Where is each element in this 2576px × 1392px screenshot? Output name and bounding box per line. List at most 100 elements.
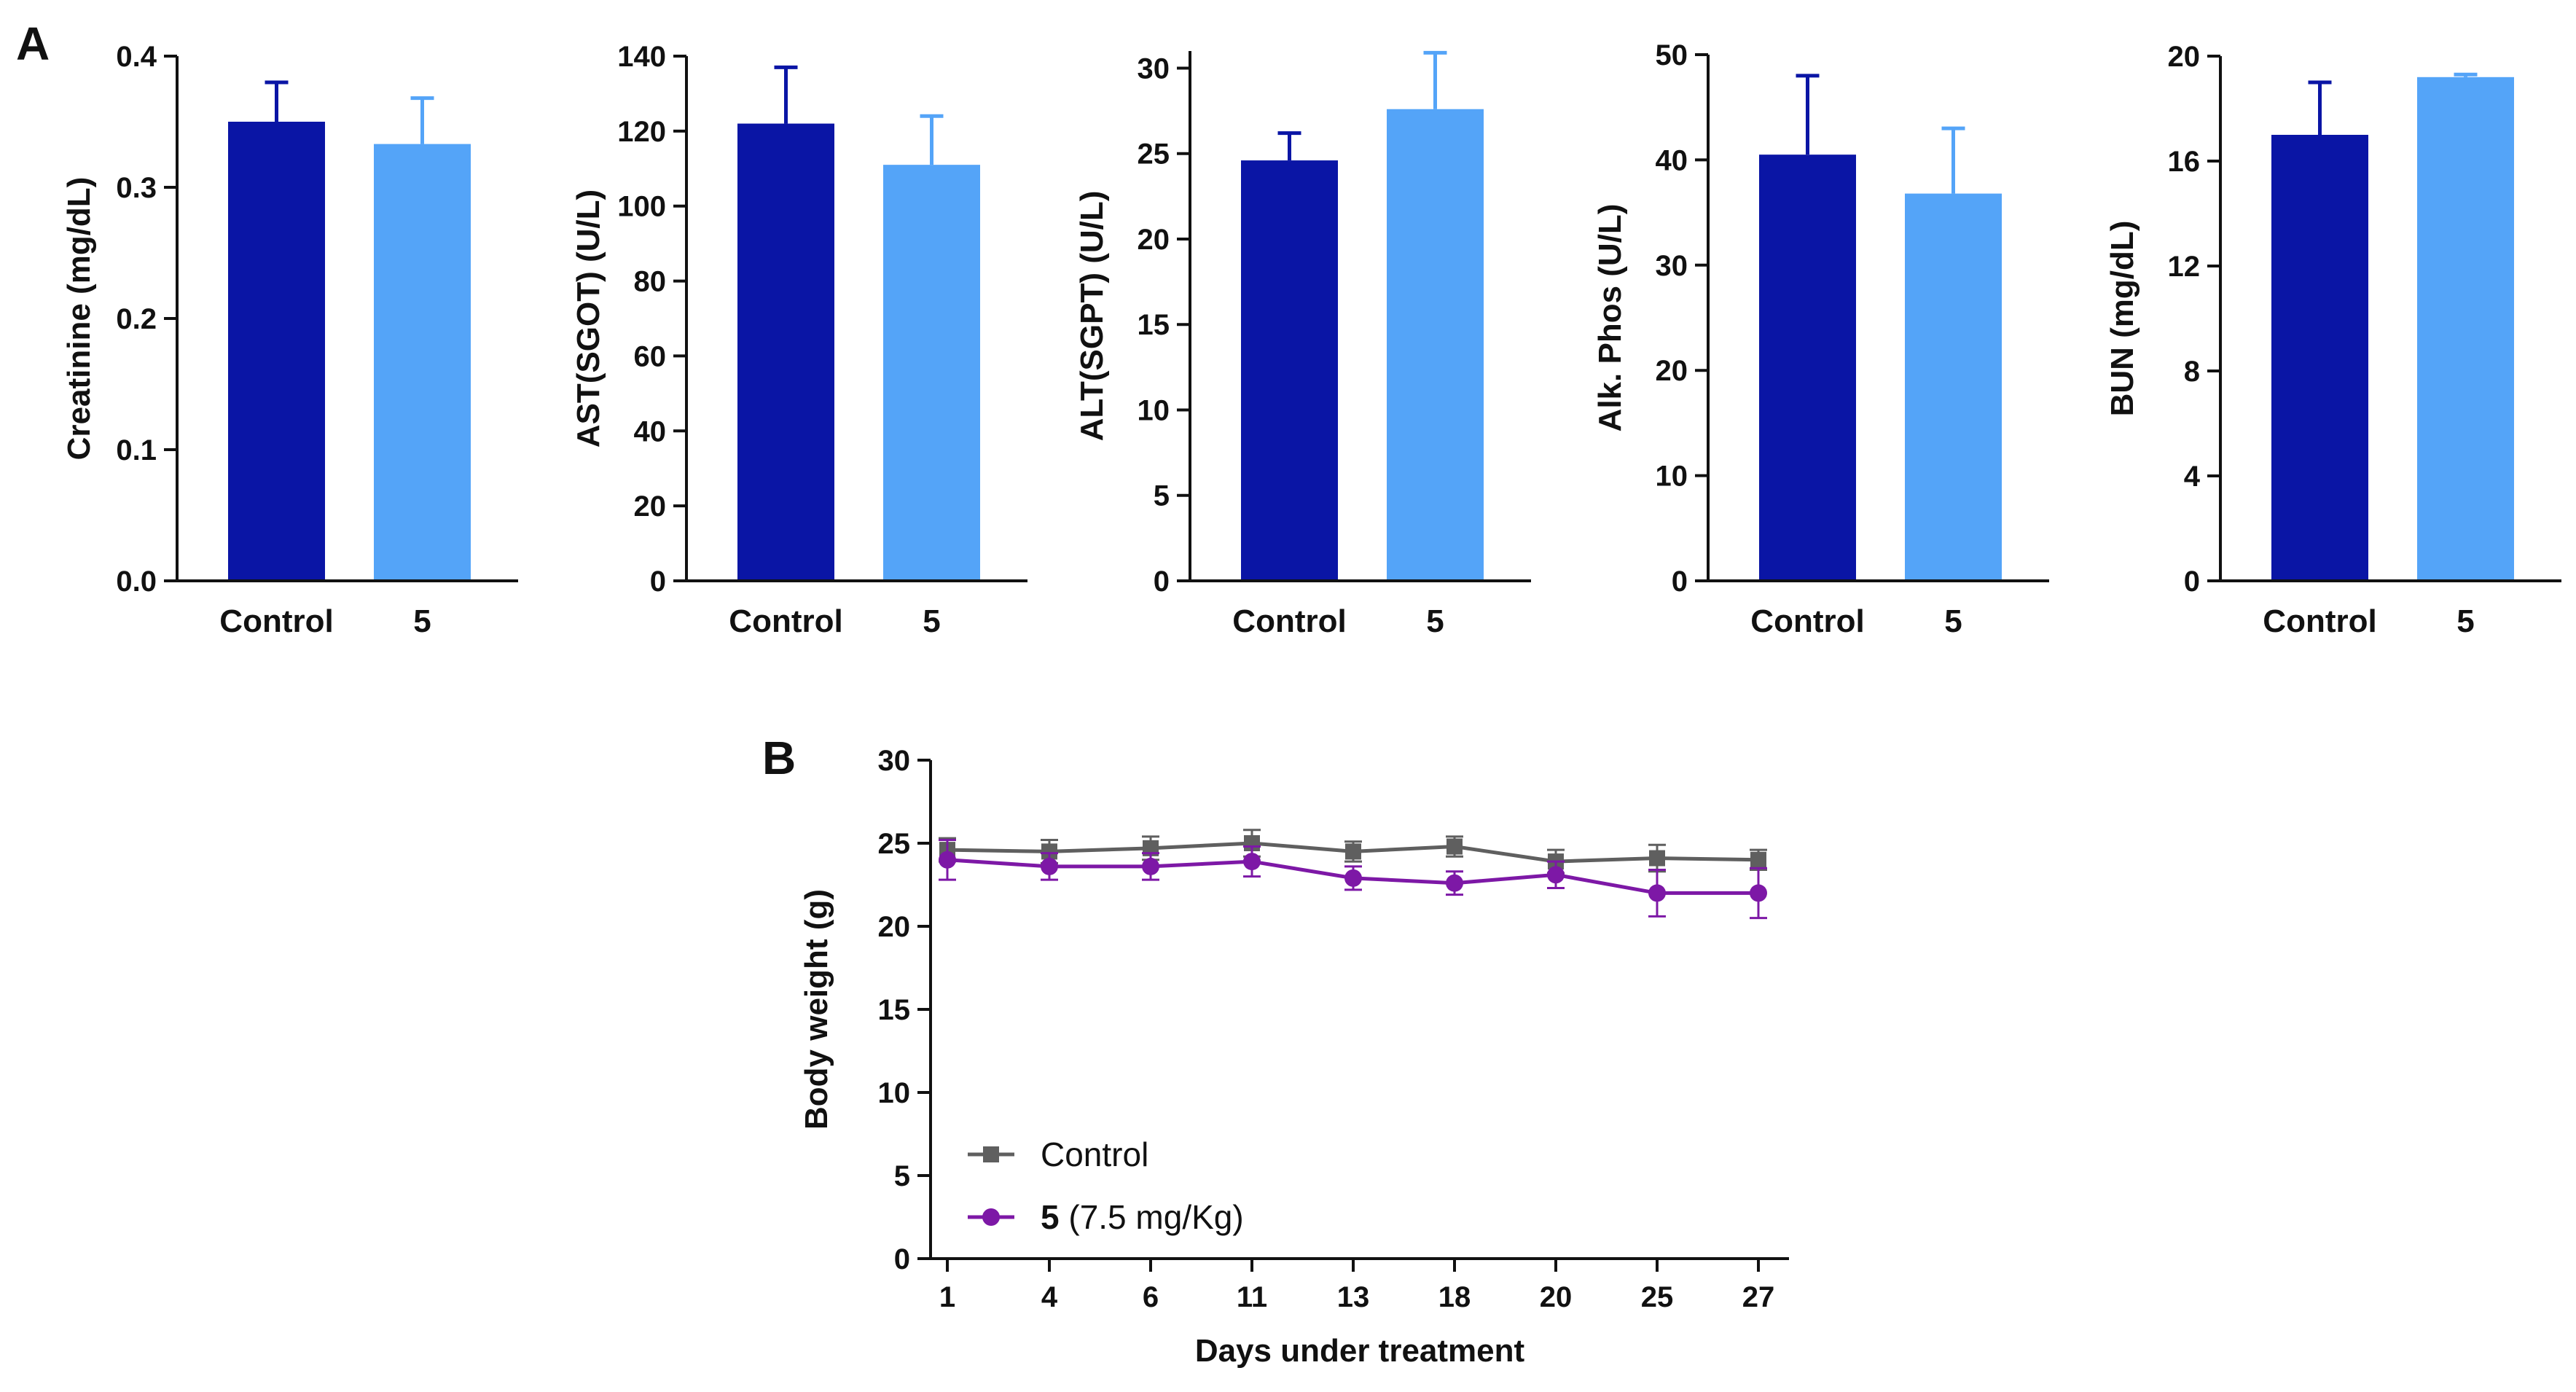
y-tick-label: 20 — [1656, 355, 1688, 387]
y-axis-title: Alk. Phos (U/L) — [1592, 204, 1628, 432]
x-tick-label: 18 — [1438, 1281, 1471, 1313]
y-tick-label: 12 — [2168, 251, 2201, 283]
legend-item-control: Control — [968, 1135, 1148, 1173]
y-tick-label: 0 — [650, 566, 666, 598]
y-tick-label: 25 — [878, 828, 911, 860]
category-label: Control — [1232, 603, 1346, 639]
category-label: 5 — [1944, 603, 1962, 639]
y-tick-label: 0 — [1672, 566, 1688, 598]
bar-treated — [883, 165, 980, 582]
x-tick-label: 27 — [1742, 1281, 1775, 1313]
y-tick-label: 0.1 — [116, 434, 157, 466]
category-label: 5 — [2456, 603, 2474, 639]
bar-treated — [1387, 109, 1484, 582]
legend-label-compound: 5 — [1041, 1198, 1060, 1236]
y-tick-label: 30 — [878, 745, 911, 777]
y-axis-title: AST(SGOT) (U/L) — [571, 189, 606, 447]
bar-treated — [2417, 77, 2514, 582]
x-tick-label: 13 — [1337, 1281, 1370, 1313]
y-tick-label: 10 — [878, 1077, 911, 1109]
legend-label-dose: (7.5 mg/Kg) — [1060, 1198, 1244, 1236]
y-tick-label: 20 — [878, 911, 911, 943]
y-axis-title: Creatinine (mg/dL) — [61, 177, 97, 461]
category-label: Control — [729, 603, 842, 639]
data-point-circle — [1750, 884, 1767, 902]
data-point-circle — [1243, 853, 1261, 871]
body-weight-chart-panel-b: 0 5 10 15 20 25 30 1 4 6 11 13 18 20 25 27 Body weight (… — [799, 745, 1789, 1369]
data-point-square — [1345, 843, 1361, 860]
y-tick-label: 60 — [634, 340, 667, 372]
y-tick-label: 0.2 — [116, 303, 157, 335]
y-axis-title: ALT(SGPT) (U/L) — [1074, 191, 1110, 442]
bar-chart-2: Control 5 0 20 40 60 80 100 120 140 AST(SGOT) (U/L… — [571, 41, 1027, 639]
y-tick-label: 120 — [617, 116, 666, 148]
x-tick-label: 25 — [1641, 1281, 1674, 1313]
data-point-circle — [1446, 874, 1463, 892]
y-tick-label: 15 — [1138, 309, 1170, 341]
legend-label: 5 (7.5 mg/Kg) — [1041, 1198, 1244, 1236]
x-axis-title: Days under treatment — [1195, 1333, 1525, 1369]
y-tick-label: 5 — [1154, 480, 1170, 512]
panel-a-letter: A — [16, 17, 50, 70]
bar-control — [2271, 135, 2368, 581]
legend-item-treated: 5 (7.5 mg/Kg) — [968, 1198, 1244, 1236]
category-label: 5 — [923, 603, 940, 639]
bar-treated — [374, 144, 471, 582]
y-tick-label: 20 — [1138, 224, 1170, 256]
y-tick-label: 0.3 — [116, 172, 157, 204]
y-tick-label: 10 — [1138, 394, 1170, 426]
y-tick-label: 40 — [634, 415, 667, 447]
y-tick-label: 0.4 — [116, 41, 157, 73]
bar-treated — [1905, 193, 2002, 581]
y-tick-label: 140 — [617, 41, 666, 73]
category-label: 5 — [1426, 603, 1444, 639]
data-point-square — [1750, 851, 1766, 868]
bar-charts-panel-a: Control 5 0.0 0.1 0.2 0.3 0.4 Creatinine (mg/dL… — [61, 39, 2561, 639]
y-tick-label: 0 — [894, 1243, 910, 1275]
x-tick-label: 4 — [1041, 1281, 1058, 1313]
data-point-circle — [1344, 869, 1362, 887]
data-point-circle — [939, 851, 956, 869]
y-tick-label: 16 — [2168, 146, 2201, 178]
bar-chart-1: Control 5 0.0 0.1 0.2 0.3 0.4 Creatinine (mg/dL… — [61, 41, 518, 639]
y-tick-label: 15 — [878, 994, 911, 1026]
data-point-square — [1649, 850, 1665, 867]
y-tick-label: 5 — [894, 1160, 910, 1192]
data-point-circle — [1547, 866, 1565, 884]
category-label: Control — [219, 603, 333, 639]
legend-marker-circle — [982, 1208, 1000, 1226]
legend-marker-square — [983, 1146, 999, 1162]
data-point-circle — [1142, 857, 1159, 875]
data-point-circle — [1648, 884, 1666, 902]
legend: Control 5 (7.5 mg/Kg) — [968, 1135, 1244, 1236]
y-tick-label: 30 — [1138, 52, 1170, 85]
category-label: Control — [2263, 603, 2376, 639]
y-tick-label: 0.0 — [116, 566, 157, 598]
x-tick-label: 1 — [939, 1281, 955, 1313]
y-tick-label: 30 — [1656, 250, 1688, 282]
bar-chart-3: Control 5 0 5 10 15 20 25 30 ALT(SGPT) (U/L) — [1074, 50, 1531, 639]
data-point-square — [1446, 838, 1463, 855]
bar-control — [1241, 160, 1338, 581]
y-tick-label: 10 — [1656, 461, 1688, 493]
bar-control — [1759, 155, 1856, 581]
category-label: Control — [1750, 603, 1864, 639]
x-tick-label: 6 — [1143, 1281, 1159, 1313]
data-point-square — [1041, 843, 1057, 860]
y-tick-label: 100 — [617, 191, 666, 223]
bar-control — [228, 122, 325, 581]
y-tick-label: 50 — [1656, 39, 1688, 71]
bar-chart-5: Control 5 0 4 8 12 16 20 BUN (mg/dL) — [2105, 41, 2561, 639]
y-tick-label: 0 — [2184, 566, 2200, 598]
x-tick-label: 20 — [1540, 1281, 1573, 1313]
y-tick-label: 8 — [2184, 356, 2200, 388]
y-tick-label: 20 — [2168, 41, 2201, 73]
y-axis-title: BUN (mg/dL) — [2105, 221, 2140, 417]
category-label: 5 — [413, 603, 431, 639]
data-point-circle — [1041, 857, 1058, 875]
y-axis-title: Body weight (g) — [799, 889, 834, 1130]
series-treated — [939, 838, 1767, 920]
bar-control — [737, 123, 834, 582]
